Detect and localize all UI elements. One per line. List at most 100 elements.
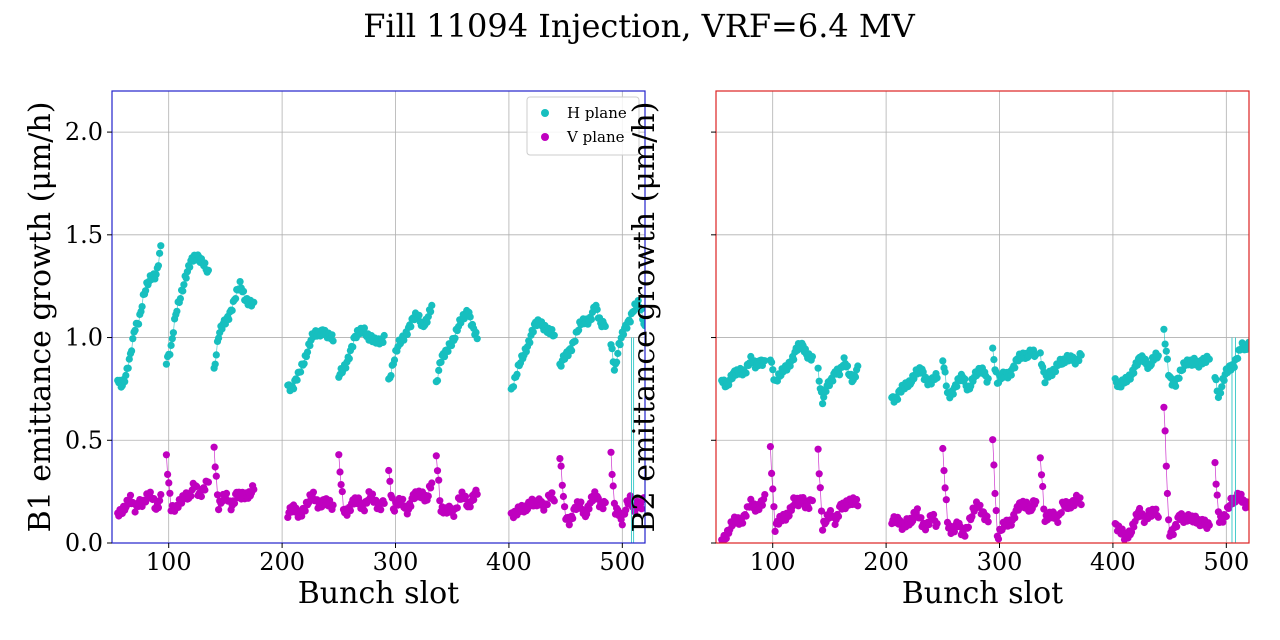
v-plane-point xyxy=(1173,523,1181,531)
v-plane-point xyxy=(585,505,593,513)
v-plane-point xyxy=(991,489,999,498)
v-plane-point xyxy=(435,476,443,484)
h-plane-point xyxy=(634,297,642,305)
h-plane-point xyxy=(360,324,368,332)
h-plane-point xyxy=(608,345,616,353)
h-plane-point xyxy=(941,368,949,376)
data-layer xyxy=(114,242,645,543)
x-tick-label: 200 xyxy=(259,548,305,576)
v-plane-point xyxy=(338,488,346,496)
v-plane-point xyxy=(805,504,813,513)
v-plane-point xyxy=(626,492,634,500)
h-plane-point xyxy=(1230,363,1238,371)
h-plane-point xyxy=(154,262,162,270)
v-plane-point xyxy=(1154,513,1162,521)
h-plane-point xyxy=(808,353,817,361)
v-plane-point xyxy=(599,505,607,513)
x-tick-label: 400 xyxy=(486,548,532,576)
h-plane-point xyxy=(1175,374,1183,382)
v-plane-point xyxy=(558,481,566,489)
v-plane-point xyxy=(618,521,626,529)
v-plane-point xyxy=(817,507,826,515)
h-plane-point xyxy=(526,339,534,347)
v-plane-point xyxy=(561,503,569,511)
v-plane-point xyxy=(989,436,997,444)
v-plane-point xyxy=(162,451,170,459)
v-plane-point xyxy=(1152,505,1160,513)
v-plane-point xyxy=(197,492,205,501)
v-plane-point xyxy=(156,497,164,505)
v-plane-point xyxy=(165,479,173,487)
h-plane-point xyxy=(614,349,622,358)
v-plane-point xyxy=(126,491,135,499)
h-plane-point xyxy=(303,348,312,356)
h-plane-point xyxy=(1011,364,1019,372)
h-plane-point xyxy=(815,377,823,385)
h-plane-point xyxy=(293,376,301,384)
v-plane-point xyxy=(601,499,609,507)
v-plane-point xyxy=(761,491,769,499)
y-tick-label: 1.0 xyxy=(65,324,103,352)
h-plane-point xyxy=(1172,382,1180,390)
h-plane-point xyxy=(186,263,194,271)
h-plane-point xyxy=(407,323,415,331)
h-plane-point xyxy=(819,400,827,408)
h-plane-point xyxy=(814,364,822,372)
v-plane-point xyxy=(622,506,630,514)
v-plane-point xyxy=(212,472,220,480)
y-tick-label: 0.5 xyxy=(65,426,103,454)
v-plane-point xyxy=(146,488,154,496)
x-tick-label: 500 xyxy=(1203,548,1249,576)
h-plane-point xyxy=(990,356,998,364)
h-plane-point xyxy=(466,313,474,321)
v-plane-point xyxy=(771,527,779,536)
v-plane-point xyxy=(942,496,950,504)
h-plane-point xyxy=(168,335,176,343)
h-plane-point xyxy=(550,331,558,339)
v-plane-point xyxy=(548,489,556,497)
v-plane-point xyxy=(461,492,470,500)
h-plane-point xyxy=(435,366,443,374)
v-plane-point xyxy=(814,445,822,453)
h-plane-point xyxy=(1036,349,1044,357)
h-plane-point xyxy=(641,322,645,330)
v-plane-point xyxy=(940,467,948,475)
h-plane-point xyxy=(156,249,164,257)
v-plane-point xyxy=(569,514,577,523)
v-plane-point xyxy=(769,485,777,493)
v-plane-point xyxy=(187,492,195,500)
h-plane-point xyxy=(854,362,862,370)
figure-title: Fill 11094 Injection, VRF=6.4 MV xyxy=(363,7,915,45)
v-plane-point xyxy=(298,512,306,520)
v-plane-point xyxy=(939,444,947,453)
data-layer xyxy=(718,325,1249,543)
h-plane-point xyxy=(473,335,481,343)
x-axis-label: Bunch slot xyxy=(298,576,459,611)
h-plane-point xyxy=(329,337,337,345)
v-plane-point xyxy=(1039,482,1047,491)
v-plane-point xyxy=(346,507,354,515)
v-plane-point xyxy=(1036,454,1044,462)
h-plane-point xyxy=(933,374,941,382)
v-plane-point xyxy=(770,503,778,511)
v-plane-point xyxy=(301,507,309,515)
h-plane-point xyxy=(939,357,947,365)
v-plane-point xyxy=(433,467,442,475)
v-plane-point xyxy=(1213,491,1221,499)
v-plane-point xyxy=(399,495,407,503)
h-plane-point xyxy=(1212,376,1220,384)
v-plane-point xyxy=(428,479,436,487)
v-plane-point xyxy=(1211,459,1219,467)
h-plane-point xyxy=(557,362,565,370)
v-plane-point xyxy=(193,482,201,491)
v-plane-point xyxy=(834,512,843,521)
h-plane-point xyxy=(444,347,452,355)
v-plane-point xyxy=(470,496,478,504)
v-plane-point xyxy=(577,498,585,506)
h-plane-point xyxy=(204,266,212,274)
v-plane-point xyxy=(742,512,750,520)
v-plane-point xyxy=(990,461,998,469)
h-plane-point xyxy=(300,360,308,368)
h-plane-point xyxy=(575,326,583,334)
h-plane-point xyxy=(440,353,449,361)
